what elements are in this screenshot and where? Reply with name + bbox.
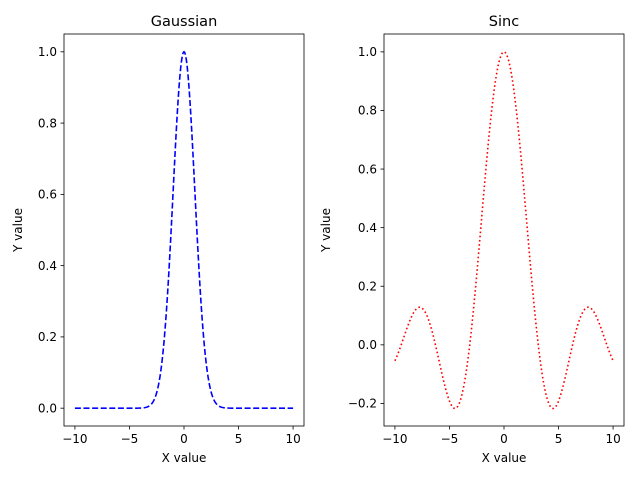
sinc-y-tick-label: 0.6: [358, 162, 377, 176]
sinc-y-ticks: −0.2 0.0 0.2 0.4 0.6 0.8 1.0: [348, 45, 384, 411]
sinc-x-tick-label: −10: [382, 432, 407, 446]
gaussian-x-tick-label: 5: [235, 432, 243, 446]
sinc-y-axis-label: Y value: [319, 208, 333, 253]
sinc-y-tick-label: 0.4: [358, 221, 377, 235]
sinc-x-ticks: −10 −5 0 5 10: [382, 426, 621, 446]
sinc-y-tick-label: −0.2: [348, 397, 377, 411]
sinc-x-tick-label: 10: [605, 432, 620, 446]
gaussian-y-axis-label: Y value: [11, 208, 25, 253]
gaussian-x-tick-label: 0: [180, 432, 188, 446]
gaussian-subplot: −10 −5 0 5 10 0.0 0.2 0.4 0.6 0.8 1.0 Gaussian X …: [11, 14, 305, 465]
sinc-y-tick-label: 0.0: [358, 338, 377, 352]
sinc-x-tick-label: 5: [555, 432, 563, 446]
sinc-x-tick-label: 0: [500, 432, 508, 446]
sinc-y-tick-label: 0.2: [358, 279, 377, 293]
gaussian-series-line: [74, 50, 294, 409]
gaussian-x-tick-label: 10: [285, 432, 300, 446]
gaussian-title: Gaussian: [151, 14, 218, 30]
gaussian-y-tick-label: 0.0: [38, 401, 57, 415]
sinc-y-tick-label: 0.8: [358, 104, 377, 118]
gaussian-y-ticks: 0.0 0.2 0.4 0.6 0.8 1.0: [38, 45, 64, 415]
gaussian-y-tick-label: 0.8: [38, 116, 57, 130]
sinc-title: Sinc: [489, 14, 519, 30]
sinc-x-tick-label: −5: [441, 432, 459, 446]
gaussian-y-tick-label: 0.4: [38, 259, 57, 273]
gaussian-y-tick-label: 1.0: [38, 45, 57, 59]
sinc-subplot: −10 −5 0 5 10 −0.2 0.0 0.2 0.4 0.6 0.8 1.0 Sinc X …: [319, 14, 625, 465]
gaussian-y-tick-label: 0.2: [38, 330, 57, 344]
sinc-y-tick-label: 1.0: [358, 45, 377, 59]
gaussian-x-tick-label: −10: [62, 432, 87, 446]
sinc-series-line: [394, 51, 614, 410]
gaussian-x-tick-label: −5: [121, 432, 139, 446]
sinc-plot-frame: [383, 33, 625, 427]
gaussian-x-axis-label: X value: [162, 451, 207, 465]
sinc-series-layer: [394, 51, 614, 410]
sinc-x-axis-label: X value: [482, 451, 527, 465]
gaussian-plot-frame: [63, 33, 305, 427]
gaussian-x-ticks: −10 −5 0 5 10: [62, 426, 301, 446]
gaussian-y-tick-label: 0.6: [38, 188, 57, 202]
gaussian-series-layer: [74, 50, 294, 409]
